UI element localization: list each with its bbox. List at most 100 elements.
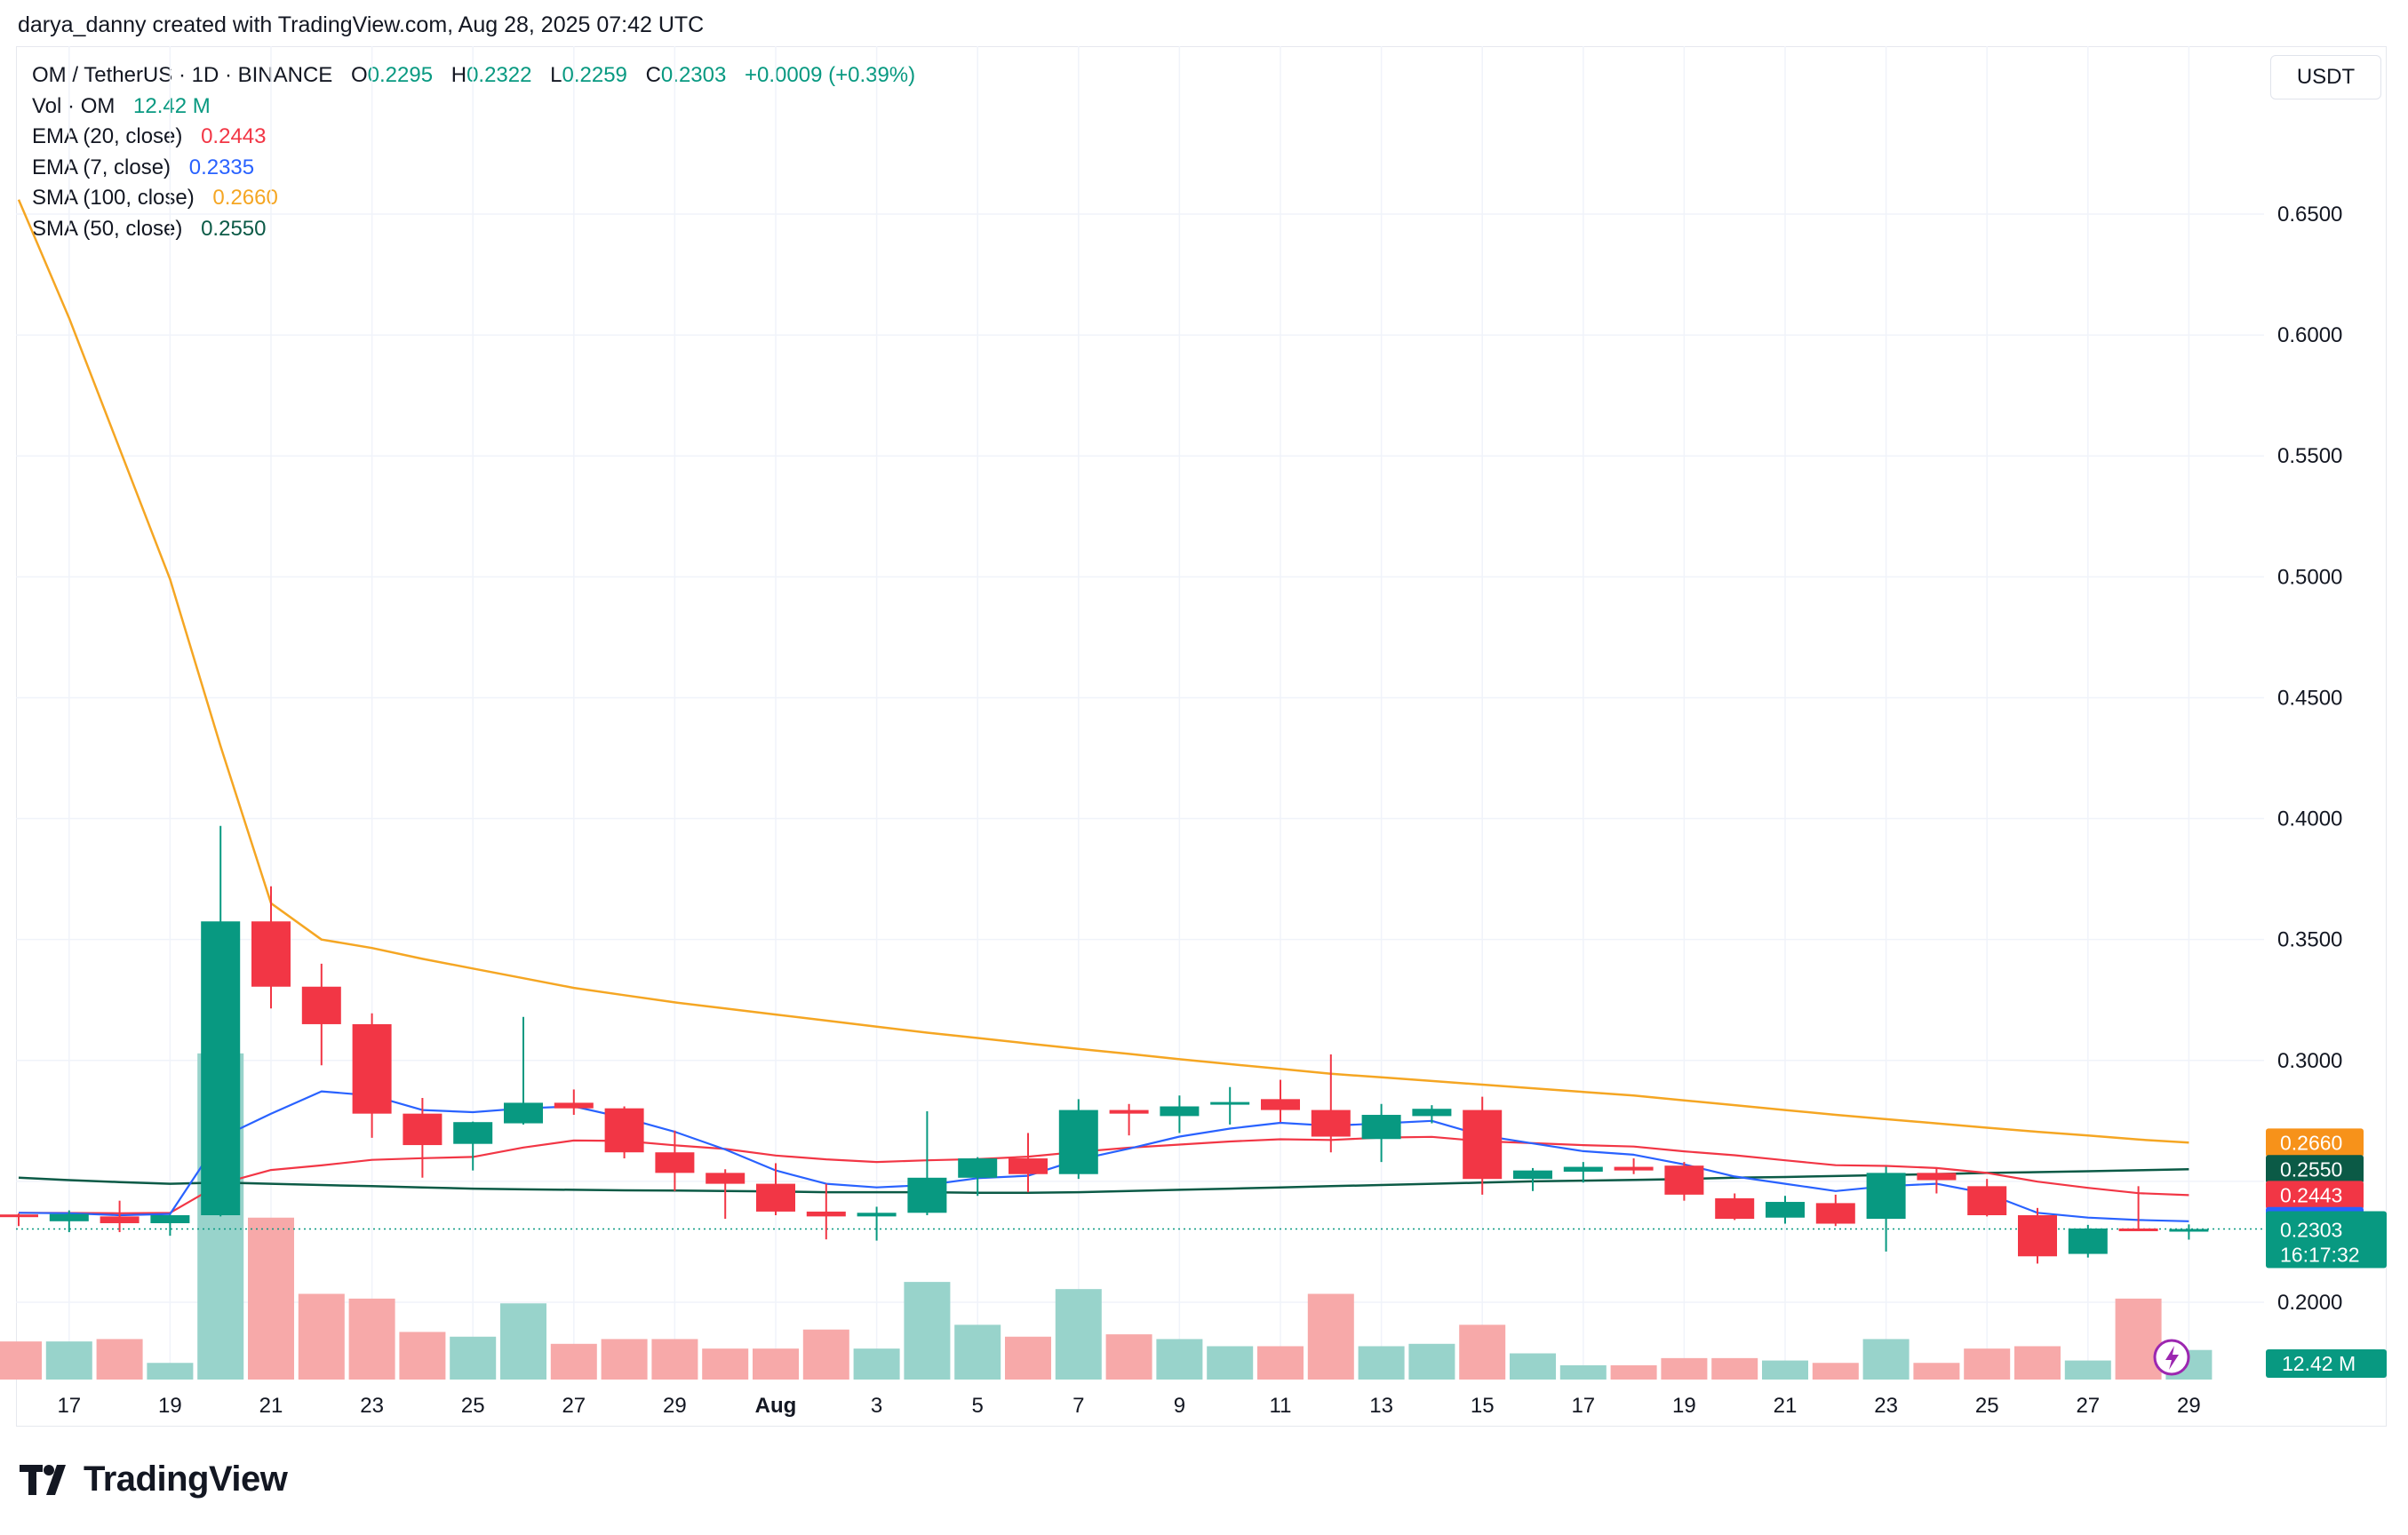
attribution-text: darya_danny created with TradingView.com…	[18, 12, 705, 37]
y-tick-label: 0.3000	[2277, 1049, 2342, 1073]
volume-bar	[1005, 1336, 1051, 1380]
candle-body	[2169, 1229, 2209, 1232]
volume-bar	[298, 1293, 345, 1380]
candle-body	[1261, 1099, 1300, 1110]
volume-bar	[1661, 1357, 1708, 1380]
volume-value: 12.42 M	[133, 93, 211, 118]
x-tick-label: 29	[663, 1394, 687, 1418]
y-tick-label: 0.6500	[2277, 203, 2342, 227]
volume-bar	[1964, 1348, 2011, 1380]
x-tick-label: 3	[871, 1394, 882, 1418]
candle-body	[1715, 1197, 1755, 1220]
candle-body	[1917, 1173, 1957, 1181]
x-tick-label: 27	[2076, 1394, 2100, 1418]
candle-body	[554, 1102, 594, 1109]
candle-body	[857, 1213, 897, 1217]
candle-body	[1815, 1203, 1855, 1224]
x-tick-label: 15	[1471, 1394, 1495, 1418]
price-tag-label: 0.2443	[2280, 1183, 2342, 1206]
candle-body	[1766, 1202, 1805, 1218]
candle-body	[1463, 1109, 1503, 1180]
candle-body	[0, 1214, 38, 1218]
candle-body	[907, 1177, 947, 1213]
price-tag-label: 0.2550	[2280, 1157, 2342, 1181]
volume-bar	[248, 1217, 294, 1380]
x-tick-label: 13	[1369, 1394, 1393, 1418]
price-tag	[2266, 1155, 2364, 1184]
legend-ema20-row[interactable]: EMA (20, close) 0.2443	[32, 122, 915, 153]
candle-body	[150, 1215, 190, 1223]
y-tick-label: 0.3500	[2277, 928, 2342, 952]
grid-lines	[16, 46, 2264, 1380]
currency-button[interactable]: USDT	[2270, 55, 2381, 99]
volume-bar	[1510, 1353, 1556, 1380]
volume-bar	[904, 1282, 951, 1380]
close-value: 0.2303	[660, 63, 727, 87]
low-label: L	[550, 63, 562, 87]
x-tick-label: 23	[1874, 1394, 1898, 1418]
high-label: H	[451, 63, 467, 87]
volume-label: Vol · OM	[32, 93, 116, 118]
volume-bar	[1055, 1289, 1102, 1380]
price-axis[interactable]: 0.6500 0.6000 0.5500 0.5000 0.4500 0.4000 0.35…	[2277, 203, 2342, 1315]
sma100-label: SMA (100, close)	[32, 186, 195, 210]
high-value: 0.2322	[466, 63, 532, 87]
close-label: C	[645, 63, 661, 87]
volume-bar	[1257, 1346, 1304, 1380]
volume-bar	[1913, 1363, 1960, 1380]
price-tags: 0.26600.25500.24430.23350.230316:17:3212…	[2266, 1128, 2387, 1378]
volume-bar	[1105, 1334, 1152, 1380]
lightning-icon[interactable]	[2153, 1339, 2190, 1376]
price-tag	[2266, 1128, 2364, 1157]
volume-bar	[45, 1341, 92, 1380]
candle-body	[1614, 1166, 1654, 1171]
volume-bar	[550, 1343, 597, 1380]
legend-ema7-row[interactable]: EMA (7, close) 0.2335	[32, 153, 915, 184]
candle-body	[1412, 1109, 1452, 1117]
candle-body	[706, 1173, 746, 1184]
last-price-label: 0.2303	[2280, 1219, 2342, 1242]
x-tick-label: 25	[461, 1394, 485, 1418]
sma100-line	[17, 199, 2189, 1144]
volume-bar	[1207, 1346, 1254, 1380]
volume-bar	[601, 1339, 648, 1380]
volume-tag	[2266, 1349, 2387, 1378]
legend-sma50-row[interactable]: SMA (50, close) 0.2550	[32, 214, 915, 245]
candle-body	[100, 1216, 140, 1223]
candle-body	[2018, 1215, 2057, 1257]
candle-body	[1563, 1166, 1603, 1172]
legend-sma100-row[interactable]: SMA (100, close) 0.2660	[32, 183, 915, 214]
candle-body	[201, 921, 241, 1215]
x-tick-label: 5	[972, 1394, 984, 1418]
candle-body	[403, 1113, 443, 1146]
y-tick-label: 0.5000	[2277, 565, 2342, 589]
volume-bar	[1156, 1339, 1203, 1380]
x-tick-label: 25	[1975, 1394, 1999, 1418]
volume-bar	[1610, 1364, 1657, 1380]
symbol-label[interactable]: OM / TetherUS · 1D · BINANCE	[32, 63, 333, 87]
volume-bars	[0, 1053, 2213, 1380]
sma100-value: 0.2660	[212, 186, 278, 210]
legend-ohlc-row[interactable]: OM / TetherUS · 1D · BINANCE O0.2295 H0.…	[32, 60, 915, 91]
candle-body	[1967, 1186, 2007, 1215]
y-tick-label: 0.6000	[2277, 323, 2342, 347]
y-tick-label: 0.4500	[2277, 686, 2342, 710]
y-tick-label: 0.2000	[2277, 1291, 2342, 1315]
candle-body	[1311, 1109, 1351, 1137]
volume-bar	[348, 1298, 395, 1380]
legend-volume-row[interactable]: Vol · OM 12.42 M	[32, 91, 915, 123]
volume-bar	[2064, 1360, 2111, 1380]
low-value: 0.2259	[562, 63, 627, 87]
y-tick-label: 0.5500	[2277, 444, 2342, 468]
volume-bar	[1307, 1293, 1354, 1380]
countdown-label: 16:17:32	[2280, 1244, 2360, 1267]
sma50-value: 0.2550	[201, 216, 267, 241]
ema20-value: 0.2443	[201, 124, 267, 148]
tradingview-logo[interactable]: TradingView	[20, 1459, 288, 1499]
candle-body	[49, 1213, 89, 1221]
time-axis[interactable]: 17 19 21 23 25 27 29 Aug 3 5 7 9 11 13 15 17 19 21 23 25 27 2…	[57, 1394, 2200, 1418]
candle-body	[1866, 1173, 1906, 1220]
candle-body	[1058, 1109, 1098, 1174]
volume-bar	[853, 1348, 900, 1380]
